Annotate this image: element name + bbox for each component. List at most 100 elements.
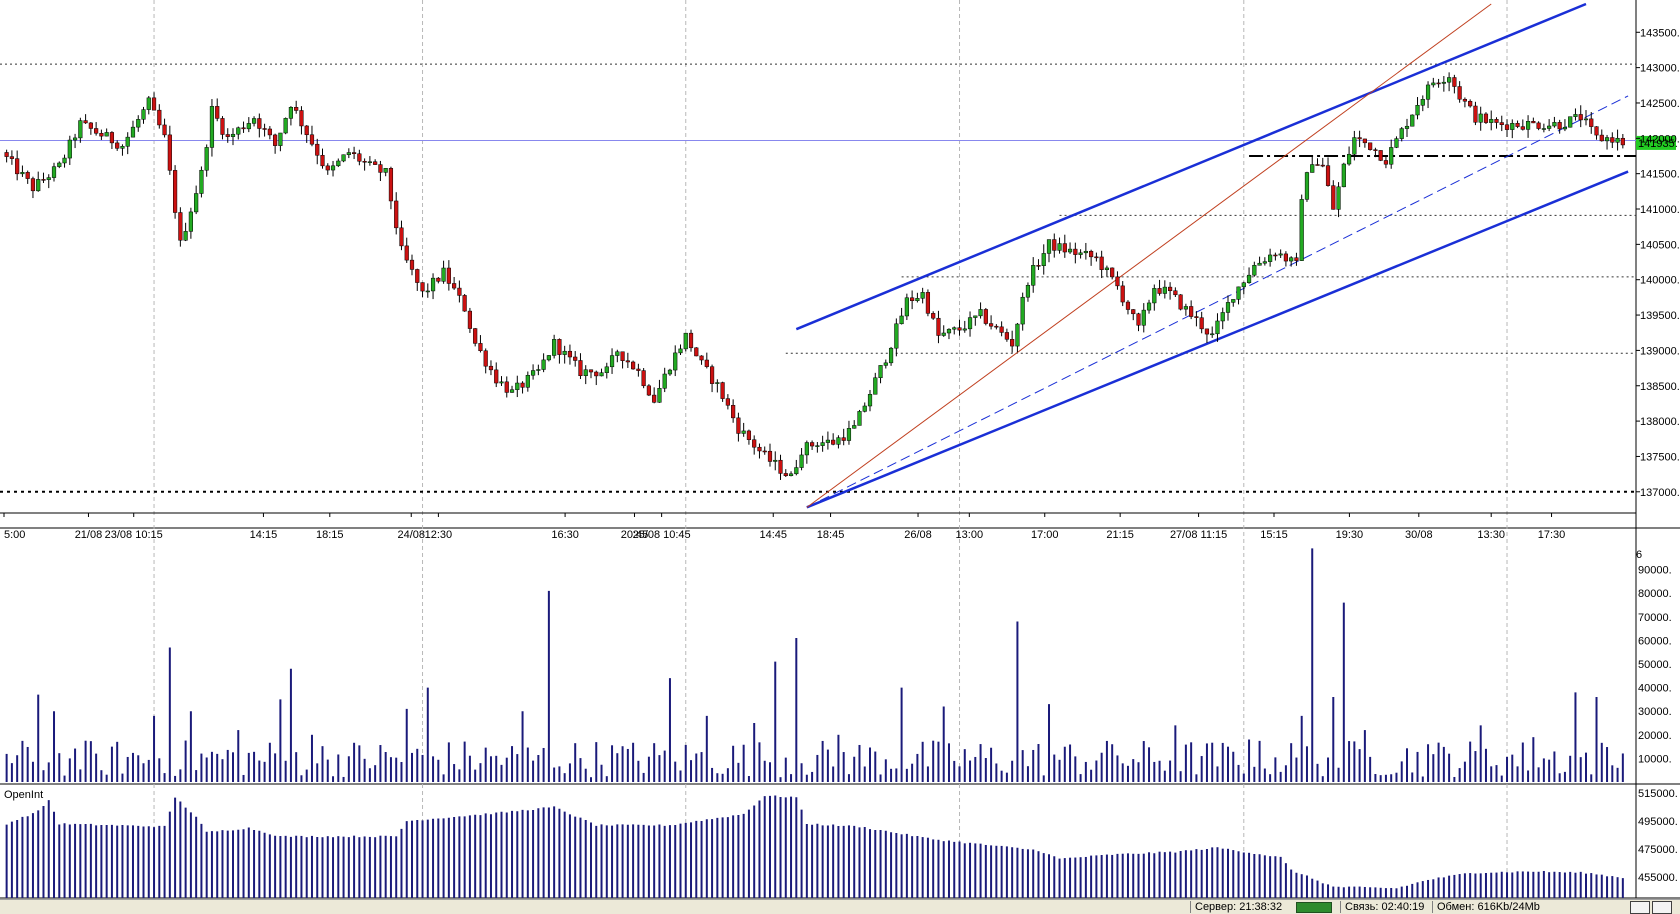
candle-body [1036, 265, 1041, 267]
candle-body [1578, 114, 1583, 121]
candle-body [920, 292, 925, 299]
toolbar-icon-2[interactable] [1652, 901, 1672, 914]
candle-body [1447, 77, 1452, 83]
candle-body [20, 172, 25, 175]
candle-body [1520, 126, 1525, 130]
candle-body [567, 350, 573, 358]
candle-body [399, 227, 404, 247]
candle-body [46, 177, 51, 180]
candle-body [778, 459, 783, 474]
candle-body [683, 332, 688, 350]
candle-body [1162, 286, 1167, 294]
candle-body [251, 118, 257, 124]
y-tick-label: 141000. [1640, 204, 1680, 216]
candle-body [1341, 163, 1346, 188]
candle-body [1541, 128, 1546, 130]
candle-body [967, 317, 973, 330]
candle-body [1589, 118, 1594, 127]
candle-body [509, 389, 515, 393]
x-tick-label: 18:15 [316, 529, 344, 541]
candle-body [573, 356, 578, 361]
candle-body [1031, 265, 1036, 286]
candle-body [1020, 296, 1025, 325]
candle-body [367, 161, 372, 163]
candle-body [1215, 320, 1220, 335]
candle-body [1425, 84, 1431, 100]
candle-body [1531, 121, 1536, 124]
candle-body [1346, 153, 1352, 165]
candle-body [109, 132, 115, 144]
candle-body [1394, 138, 1399, 148]
candle-body [873, 377, 878, 395]
candle-body [831, 439, 836, 445]
candle-body [688, 332, 694, 349]
server-time: Сервер: 21:38:32 [1190, 901, 1282, 913]
candle-body [452, 283, 457, 289]
candle-body [120, 146, 125, 149]
candle-body [1004, 332, 1009, 340]
y-tick-label: 139500. [1640, 310, 1680, 322]
traffic: Обмен: 616Kb/24Mb [1432, 901, 1540, 913]
candle-body [652, 394, 657, 403]
x-tick-label: 15:15 [1260, 529, 1288, 541]
candle-body [278, 132, 283, 146]
open-interest-tick-label: 475000. [1638, 844, 1678, 856]
candle-body [1157, 288, 1162, 294]
connection-icon[interactable] [1296, 902, 1332, 913]
candle-body [1415, 105, 1420, 116]
x-tick-label: 20:45 [621, 529, 649, 541]
candle-body [441, 267, 446, 282]
candle-body [562, 350, 567, 355]
candle-body [1489, 119, 1494, 123]
x-tick-label: 18:45 [817, 529, 845, 541]
candle-body [1189, 306, 1194, 317]
candle-body [1504, 124, 1510, 130]
x-tick-label: 24/08 [397, 529, 425, 541]
candle-body [194, 193, 199, 213]
candle-body [1246, 274, 1252, 284]
volume-top-label: 6 [1636, 549, 1642, 561]
candle-body [346, 152, 351, 155]
candle-body [941, 332, 946, 336]
open-interest-title: OpenInt [4, 789, 43, 801]
candle-body [1273, 254, 1278, 257]
candle-body [357, 153, 362, 162]
candle-body [1536, 122, 1541, 129]
candle-body [636, 368, 641, 371]
candle-body [952, 327, 957, 330]
candle-body [767, 450, 773, 462]
candle-body [894, 323, 899, 349]
candle-body [1457, 86, 1462, 100]
open-interest-tick-label: 455000. [1638, 872, 1678, 884]
candle-body [1136, 313, 1141, 326]
candle-body [1478, 113, 1483, 123]
candle-body [862, 405, 867, 412]
candle-body [1462, 98, 1467, 102]
candle-body [804, 442, 809, 456]
candle-body [504, 381, 509, 393]
candle-body [1610, 137, 1615, 143]
connection-time: Связь: 02:40:19 [1340, 901, 1424, 913]
candle-body [1378, 150, 1383, 161]
candle-body [825, 439, 830, 443]
volume-tick-label: 40000. [1638, 683, 1672, 695]
candle-body [673, 352, 678, 371]
candle-body [1125, 301, 1131, 310]
candle-body [162, 124, 167, 136]
toolbar-icon[interactable] [1630, 901, 1650, 914]
candle-body [67, 139, 72, 159]
candle-body [1152, 288, 1157, 304]
candle-body [962, 328, 967, 331]
candle-body [188, 211, 193, 232]
candle-body [773, 459, 778, 462]
candle-body [115, 142, 120, 149]
candle-body [662, 373, 667, 389]
channel-median-line [806, 95, 1629, 508]
candle-body [1620, 137, 1625, 146]
candle-body [1294, 257, 1299, 261]
candle-body [1078, 252, 1083, 255]
candle-body [36, 179, 41, 192]
candle-body [699, 355, 704, 361]
x-tick-label: 14:45 [759, 529, 787, 541]
